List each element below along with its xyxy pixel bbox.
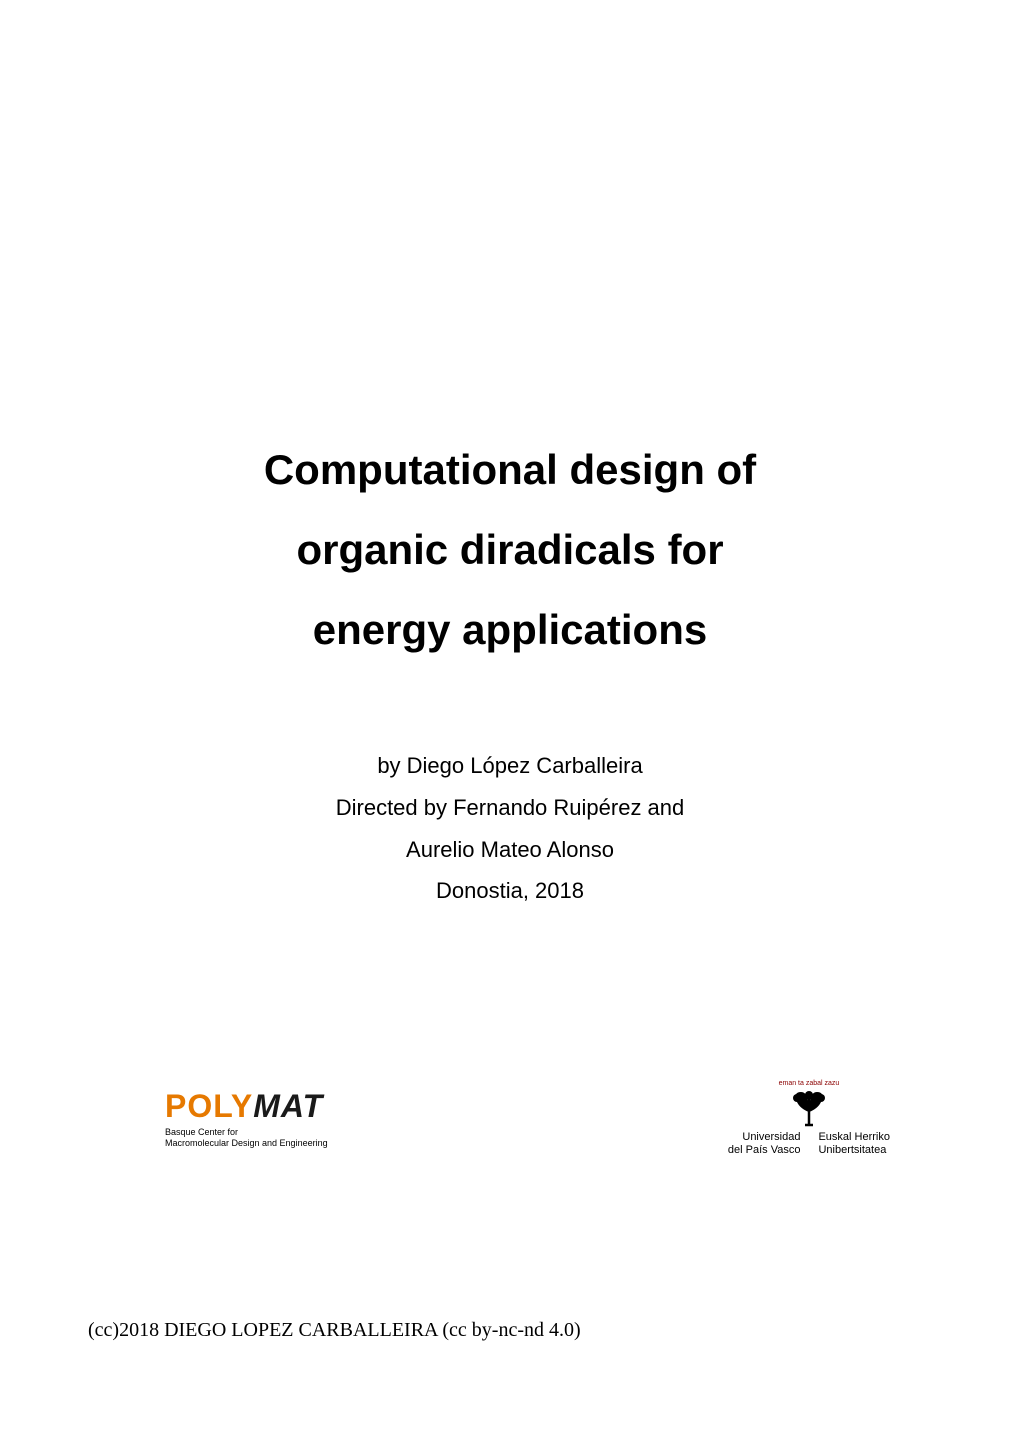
upv-ehu-logo: eman ta zabal zazu Universidad del País … — [728, 1080, 890, 1157]
author-line-4: Donostia, 2018 — [0, 870, 1020, 912]
polymat-tagline-2: Macromolecular Design and Engineering — [165, 1138, 328, 1150]
upv-basque-name: Euskal Herriko Unibertsitatea — [818, 1131, 890, 1157]
upv-spanish-name: Universidad del País Vasco — [728, 1131, 801, 1157]
upv-text-row: Universidad del País Vasco Euskal Herrik… — [728, 1131, 890, 1157]
upv-eu-line-1: Euskal Herriko — [818, 1131, 890, 1144]
polymat-wordmark: POLYMAT — [165, 1088, 323, 1125]
upv-es-line-2: del País Vasco — [728, 1144, 801, 1157]
license-line: (cc)2018 DIEGO LOPEZ CARBALLEIRA (cc by-… — [88, 1319, 581, 1342]
author-line-2: Directed by Fernando Ruipérez and — [0, 787, 1020, 829]
title-line-2: organic diradicals for — [140, 510, 880, 590]
author-line-3: Aurelio Mateo Alonso — [0, 829, 1020, 871]
thesis-title-block: Computational design of organic diradica… — [0, 430, 1020, 669]
polymat-poly-text: POLY — [165, 1088, 253, 1124]
title-line-3: energy applications — [140, 590, 880, 670]
upv-es-line-1: Universidad — [728, 1131, 801, 1144]
polymat-tagline-1: Basque Center for — [165, 1127, 238, 1139]
upv-logo-top: eman ta zabal zazu — [779, 1080, 840, 1127]
upv-motto: eman ta zabal zazu — [779, 1080, 840, 1087]
polymat-logo: POLYMAT Basque Center for Macromolecular… — [165, 1088, 328, 1150]
polymat-mat-text: MAT — [253, 1088, 323, 1124]
author-line-1: by Diego López Carballeira — [0, 745, 1020, 787]
upv-tree-icon — [787, 1089, 831, 1127]
upv-eu-line-2: Unibertsitatea — [818, 1144, 890, 1157]
title-line-1: Computational design of — [140, 430, 880, 510]
logos-row: POLYMAT Basque Center for Macromolecular… — [165, 1080, 890, 1157]
author-block: by Diego López Carballeira Directed by F… — [0, 745, 1020, 912]
